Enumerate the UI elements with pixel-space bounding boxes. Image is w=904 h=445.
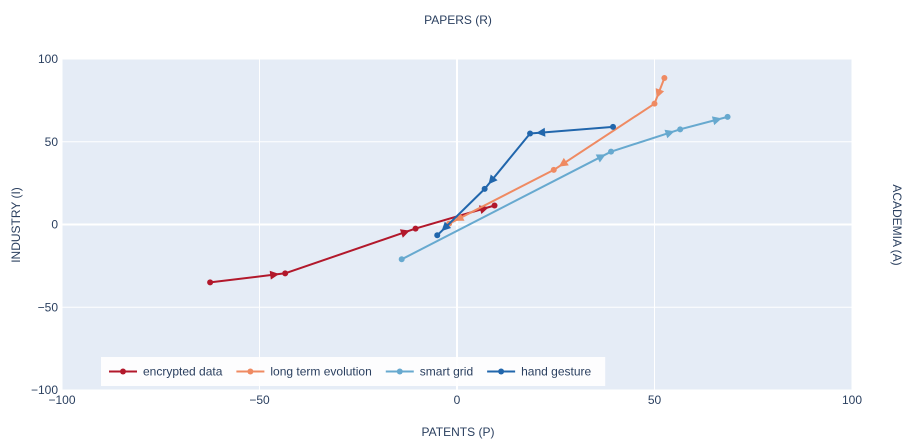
data-point xyxy=(651,100,658,107)
legend-swatch-marker xyxy=(396,368,403,375)
direction-arrow xyxy=(399,229,410,238)
data-point xyxy=(434,232,441,239)
legend-item: hand gesture xyxy=(487,365,592,379)
data-point xyxy=(661,75,668,82)
y-tick-label: 0 xyxy=(51,218,58,232)
legend-label: encrypted data xyxy=(143,365,223,379)
x-tick-label: 100 xyxy=(842,393,862,407)
direction-arrow xyxy=(664,129,675,139)
legend-item: encrypted data xyxy=(109,365,223,379)
y-tick-label: 50 xyxy=(45,135,59,149)
x-tick-label: −100 xyxy=(48,393,75,407)
y-axis-title: INDUSTRY (I) xyxy=(9,187,23,263)
data-point xyxy=(550,166,557,173)
series-smart-grid xyxy=(398,113,731,263)
x-axis-title: PATENTS (P) xyxy=(422,425,495,439)
legend-item: long term evolution xyxy=(236,365,372,379)
x-tick-label: −50 xyxy=(249,393,270,407)
direction-arrow xyxy=(655,88,665,99)
direction-arrow xyxy=(595,154,606,163)
series-line xyxy=(401,115,728,261)
legend-label: long term evolution xyxy=(270,365,371,379)
direction-arrow xyxy=(558,157,569,167)
legend-swatch-marker xyxy=(247,368,254,375)
legend-label: hand gesture xyxy=(521,365,591,379)
data-point xyxy=(412,225,419,232)
grid xyxy=(61,58,853,391)
direction-arrow xyxy=(441,221,452,232)
y-tick-label: 100 xyxy=(38,52,58,66)
y-tick-label: −50 xyxy=(38,300,59,314)
series-hand-gesture xyxy=(434,123,617,239)
tick-labels: −100 −50 0 50 100 −100 −50 0 50 100 xyxy=(31,52,862,407)
data-point xyxy=(608,148,615,155)
legend-swatch-marker xyxy=(498,368,505,375)
legend-swatch-marker xyxy=(120,368,126,375)
x-tick-label: 50 xyxy=(648,393,662,407)
legend: encrypted data long term evolution smart g… xyxy=(101,357,606,386)
data-point xyxy=(527,130,534,137)
direction-arrow xyxy=(269,270,280,280)
data-point xyxy=(610,123,617,130)
legend-label: smart grid xyxy=(420,365,473,379)
right-axis-title: ACADEMIA (A) xyxy=(890,184,904,265)
data-point xyxy=(724,113,731,120)
series-line xyxy=(436,125,614,237)
data-point xyxy=(207,279,214,286)
direction-arrow xyxy=(711,116,722,126)
series-layer xyxy=(207,75,731,286)
data-point xyxy=(481,185,488,192)
legend-box xyxy=(101,357,606,386)
data-point xyxy=(398,256,405,263)
data-point xyxy=(282,270,289,277)
top-axis-title: PAPERS (R) xyxy=(424,13,492,27)
x-tick-label: 0 xyxy=(454,393,461,407)
direction-arrow xyxy=(454,212,465,221)
data-point xyxy=(491,202,498,209)
data-point xyxy=(677,126,684,133)
y-tick-label: −100 xyxy=(31,383,58,397)
legend-item: smart grid xyxy=(385,365,473,379)
direction-arrow xyxy=(488,174,498,185)
direction-arrow xyxy=(536,127,546,137)
